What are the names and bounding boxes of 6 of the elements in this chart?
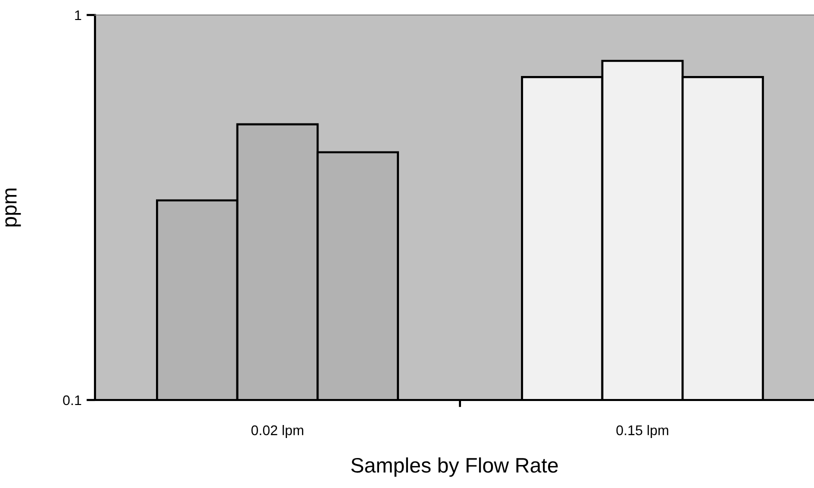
x-axis-title: Samples by Flow Rate	[351, 457, 558, 477]
x-tick-label: 0.02 lpm	[251, 425, 304, 438]
y-tick-label: 1	[75, 10, 82, 20]
y-tick-label: 0.1	[63, 395, 82, 406]
x-tick-label: 0.15 lpm	[616, 425, 668, 438]
y-axis-title: ppm	[5, 188, 21, 226]
